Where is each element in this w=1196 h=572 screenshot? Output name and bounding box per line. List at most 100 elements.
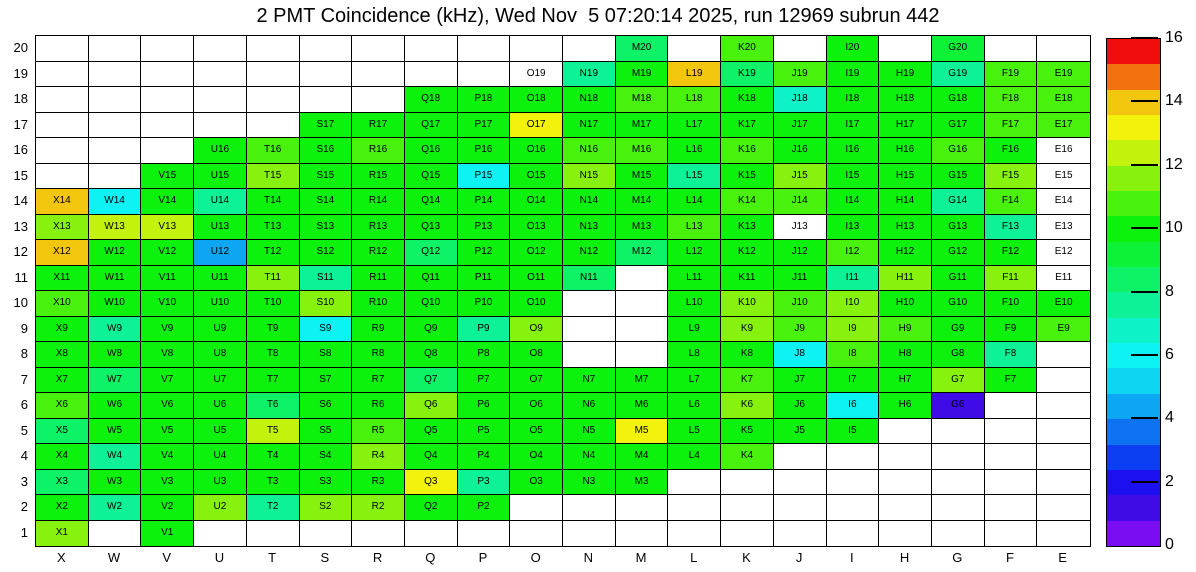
heatmap-cell: R17: [352, 112, 405, 138]
heatmap-cell: U10: [194, 291, 247, 317]
heatmap-cell: I8: [826, 342, 880, 368]
heatmap-cell: G7: [931, 367, 985, 393]
heatmap-cell: E19: [1037, 61, 1090, 87]
x-axis-tick-label: T: [268, 550, 277, 565]
x-axis-tick-label: M: [635, 550, 647, 565]
heatmap-cell: N18: [563, 87, 616, 113]
y-axis-tick-label: 17: [13, 116, 28, 132]
heatmap-cell: [141, 87, 195, 113]
heatmap-cell: P15: [457, 163, 511, 189]
heatmap-cell: [88, 61, 142, 87]
heatmap-cell: S14: [299, 189, 353, 215]
heatmap-cell: O17: [510, 112, 563, 138]
heatmap-cell: J10: [773, 291, 827, 317]
heatmap-cell: [352, 87, 405, 113]
heatmap-cell: W2: [88, 495, 142, 521]
colorbar-band: [1107, 419, 1160, 445]
heatmap-cell: P6: [457, 393, 511, 419]
heatmap-cell: I13: [826, 214, 880, 240]
heatmap-cell: G8: [931, 342, 985, 368]
heatmap-cell: T11: [246, 265, 300, 291]
heatmap-cell: L13: [668, 214, 722, 240]
heatmap-cell: X2: [36, 495, 89, 521]
heatmap-cell: S8: [299, 342, 353, 368]
heatmap-cell: [879, 444, 932, 470]
heatmap-cell: E10: [1037, 291, 1090, 317]
heatmap-cell: [352, 520, 405, 546]
heatmap-cell: [352, 61, 405, 87]
y-axis-tick-label: 4: [20, 448, 28, 464]
heatmap-cell: R8: [352, 342, 405, 368]
heatmap-cell: O5: [510, 418, 563, 444]
heatmap-cell: P4: [457, 444, 511, 470]
heatmap-cell: S10: [299, 291, 353, 317]
heatmap-cell: R7: [352, 367, 405, 393]
heatmap-cell: H11: [879, 265, 932, 291]
heatmap-cell: G10: [931, 291, 985, 317]
heatmap-cell: W12: [88, 240, 142, 266]
heatmap-cell: K9: [721, 316, 774, 342]
colorbar-tick-label: 2: [1165, 472, 1174, 490]
heatmap-cell: [879, 495, 932, 521]
heatmap-cell: [984, 418, 1038, 444]
heatmap-cell: O19: [510, 61, 563, 87]
heatmap-cell: [457, 36, 511, 62]
colorbar-tick: [1131, 353, 1158, 356]
colorbar-tick-label: 16: [1165, 29, 1183, 46]
heatmap-cell: P13: [457, 214, 511, 240]
heatmap-cell: Q10: [404, 291, 458, 317]
heatmap-cell: [984, 520, 1038, 546]
colorbar-band: [1107, 140, 1160, 166]
heatmap-cell: [1037, 342, 1090, 368]
heatmap-cell: [984, 393, 1038, 419]
heatmap-cell: I18: [826, 87, 880, 113]
heatmap-cell: V2: [141, 495, 195, 521]
heatmap-cell: V11: [141, 265, 195, 291]
heatmap-cell: X11: [36, 265, 89, 291]
heatmap-cell: E16: [1037, 138, 1090, 164]
heatmap-cell: O16: [510, 138, 563, 164]
heatmap-cell: P17: [457, 112, 511, 138]
heatmap-cell: [615, 495, 669, 521]
y-axis-tick-label: 7: [20, 371, 28, 387]
heatmap-cell: K16: [721, 138, 774, 164]
colorbar-tick-label: 0: [1165, 536, 1174, 553]
heatmap-cell: L17: [668, 112, 722, 138]
heatmap-cell: [721, 469, 774, 495]
heatmap-cell: [668, 495, 722, 521]
heatmap-cell: J7: [773, 367, 827, 393]
heatmap-cell: Q17: [404, 112, 458, 138]
colorbar-tick-label: 10: [1165, 219, 1183, 237]
heatmap-cell: Q3: [404, 469, 458, 495]
heatmap-cell: K19: [721, 61, 774, 87]
heatmap-cell: W9: [88, 316, 142, 342]
colorbar-tick: [1131, 480, 1158, 483]
heatmap-cell: M4: [615, 444, 669, 470]
heatmap-cell: R4: [352, 444, 405, 470]
y-axis-tick-label: 14: [13, 193, 28, 209]
heatmap-cell: [36, 36, 89, 62]
heatmap-cell: [246, 87, 300, 113]
heatmap-cell: O6: [510, 393, 563, 419]
heatmap-cell: M3: [615, 469, 669, 495]
heatmap-cell: S15: [299, 163, 353, 189]
heatmap-cell: G9: [931, 316, 985, 342]
heatmap-cell: E14: [1037, 189, 1090, 215]
heatmap-cell: S11: [299, 265, 353, 291]
heatmap-cell: I7: [826, 367, 880, 393]
heatmap-cell: W4: [88, 444, 142, 470]
heatmap-cell: V10: [141, 291, 195, 317]
heatmap-cell: J6: [773, 393, 827, 419]
heatmap-cell: [88, 36, 142, 62]
heatmap-cell: G12: [931, 240, 985, 266]
y-axis-tick-label: 9: [20, 320, 28, 336]
heatmap-cell: O15: [510, 163, 563, 189]
heatmap-cell: V14: [141, 189, 195, 215]
heatmap-cell: U5: [194, 418, 247, 444]
heatmap-cell: E12: [1037, 240, 1090, 266]
heatmap-cell: [563, 520, 616, 546]
heatmap-cell: H19: [879, 61, 932, 87]
heatmap-cell: [773, 520, 827, 546]
heatmap-cell: X1: [36, 520, 89, 546]
heatmap-cell: X7: [36, 367, 89, 393]
